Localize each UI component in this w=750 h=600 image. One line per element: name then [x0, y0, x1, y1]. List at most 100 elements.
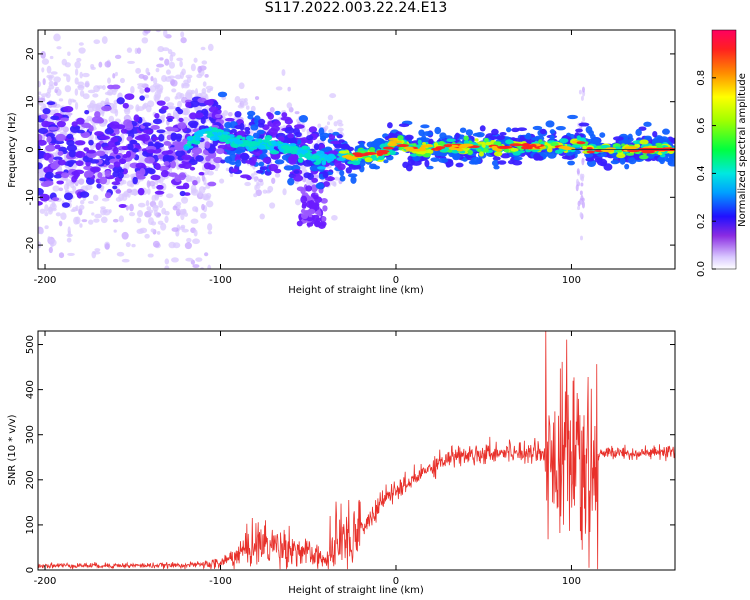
spectrogram-blob: [104, 170, 112, 177]
spectrogram-blob: [80, 131, 91, 139]
spectrogram-blob: [110, 108, 118, 114]
spectrogram-blob: [244, 130, 251, 135]
spectrogram-blob: [130, 183, 135, 188]
spectrogram-blob: [559, 138, 569, 144]
spectrogram-blob: [407, 159, 415, 166]
spectrogram-blob: [339, 130, 343, 134]
spectrogram-blob: [286, 102, 293, 109]
spectrogram-blob: [110, 137, 119, 143]
spectrogram-blob: [316, 209, 322, 217]
spectrogram-blob: [421, 135, 427, 143]
spectrogram-blob: [369, 163, 377, 170]
spectrogram-blob: [207, 223, 213, 232]
spectrogram-blob: [627, 149, 640, 153]
spectrogram-blob: [125, 242, 131, 248]
spectrogram-blob: [292, 146, 299, 151]
spectrogram-blob: [420, 124, 430, 129]
spectrogram-blob: [191, 188, 197, 194]
spectrogram-blob: [229, 173, 234, 178]
spectrogram-blob: [222, 110, 229, 117]
y-tick-label: 400: [25, 380, 36, 399]
spectrogram-blob: [38, 162, 43, 170]
spectrogram-blob: [95, 150, 106, 157]
spectrogram-blob: [186, 237, 192, 243]
spectrogram-blob: [294, 111, 300, 115]
spectrogram-blob: [283, 165, 294, 171]
spectrogram-blob: [104, 192, 112, 199]
spectrogram-blob: [65, 189, 70, 193]
spectrogram-blob: [38, 201, 43, 206]
spectrogram-blob: [46, 136, 52, 143]
spectrogram-blob: [351, 160, 361, 166]
spectrogram-blob: [180, 212, 185, 221]
colorbar-tick-label: 0.8: [696, 70, 707, 86]
spectrogram-blob: [168, 106, 177, 110]
spectrogram-blob: [150, 75, 154, 82]
spectrogram-blob: [93, 218, 100, 223]
spectrogram-blob: [44, 225, 49, 230]
spectrogram-blob: [578, 122, 590, 127]
spectrogram-blob: [141, 104, 147, 110]
spectrogram-blob: [274, 172, 281, 178]
spectrogram-blob: [581, 201, 585, 209]
spectrogram-blob: [77, 84, 85, 89]
spectrogram-blob: [96, 85, 104, 89]
spectrogram-blob: [334, 176, 340, 181]
spectrogram-blob: [70, 209, 76, 213]
spectrogram-blob: [539, 128, 547, 135]
spectrogram-blob: [293, 174, 304, 182]
spectrogram-blob: [121, 193, 128, 201]
spectrogram-blob: [306, 155, 311, 160]
spectrogram-blob: [311, 177, 319, 183]
spectrogram-blob: [428, 138, 434, 146]
spectrogram-blob: [114, 129, 120, 135]
snr-y-axis-label: SNR (10 * v/v): [7, 414, 18, 485]
spectrogram-blob: [325, 154, 335, 160]
spectrogram-blob: [207, 230, 213, 235]
spectrogram-blob: [178, 172, 187, 181]
x-tick-label: -100: [209, 275, 232, 286]
spectrogram-blob: [509, 143, 523, 147]
spectrogram-blob: [39, 193, 50, 202]
spectrogram-blob: [435, 146, 446, 150]
spectrogram-blob: [41, 58, 50, 65]
snr-x-axis-label: Height of straight line (km): [288, 585, 424, 596]
spectrogram-blob: [128, 211, 136, 217]
spectrogram-blob: [68, 20, 74, 26]
spectrogram-blob: [616, 153, 626, 159]
spectrogram-blob: [104, 243, 110, 250]
spectrogram-blob: [216, 147, 225, 155]
spectrogram-blob: [580, 95, 584, 101]
spectrogram-blob: [334, 159, 342, 168]
spectrogram-blob: [81, 219, 88, 223]
spectrogram-blob: [554, 149, 564, 154]
spectrogram-blob: [82, 93, 90, 100]
spectrogram-blob: [364, 151, 377, 155]
spectrogram-blob: [347, 173, 358, 178]
spectrogram-blob: [137, 187, 145, 196]
spectrogram-marks: [38, 20, 675, 278]
spectrogram-blob: [581, 197, 585, 202]
spectrogram-blob: [582, 145, 587, 151]
spectrogram-blob: [127, 191, 131, 198]
spectrogram-blob: [48, 80, 54, 86]
spectrogram-blob: [157, 220, 164, 225]
spectrogram-blob: [150, 221, 157, 226]
spectrogram-blob: [181, 228, 189, 233]
spectrogram-blob: [38, 139, 47, 146]
spectrogram-blob: [163, 161, 170, 166]
spectrogram-blob: [294, 131, 302, 138]
spectrogram-blob: [164, 215, 169, 223]
spectrogram-blob: [38, 102, 45, 106]
spectrogram-blob: [233, 143, 239, 148]
spectrogram-blob: [104, 60, 112, 68]
spectrogram-blob: [50, 115, 60, 121]
spectrogram-blob: [179, 190, 186, 197]
spectrogram-blob: [118, 203, 127, 208]
spectrogram-blob: [65, 178, 72, 187]
spectrogram-blob: [55, 86, 60, 90]
spectrogram-blob: [121, 231, 129, 240]
spectrogram-blob: [97, 274, 100, 278]
spectrogram-blob: [207, 43, 214, 52]
